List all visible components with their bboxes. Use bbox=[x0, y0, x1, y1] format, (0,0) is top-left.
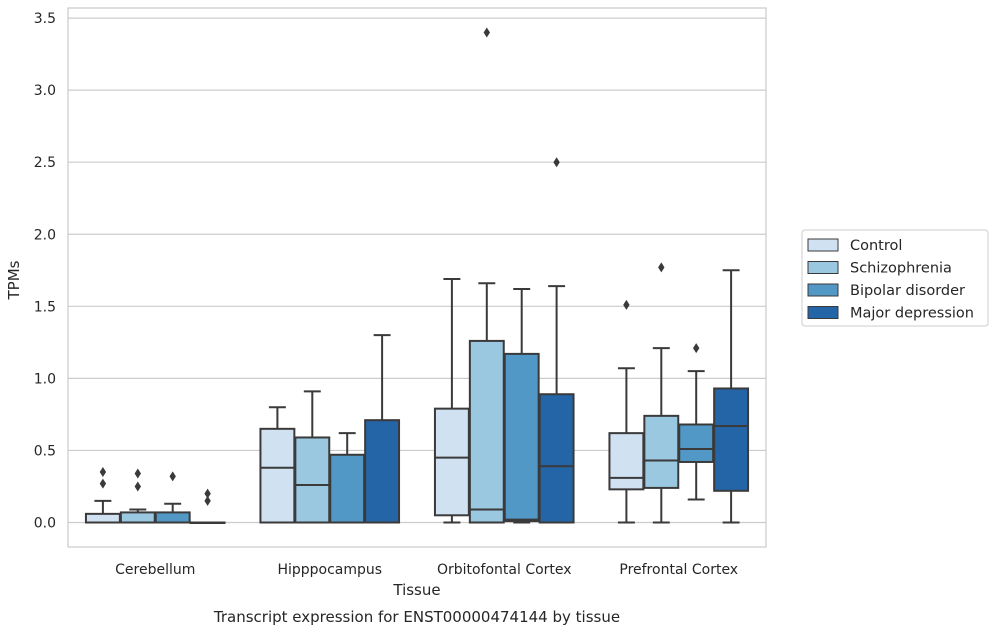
y-tick-label: 0.5 bbox=[34, 443, 56, 459]
box-control bbox=[259, 406, 296, 524]
legend-swatch bbox=[807, 238, 839, 252]
outlier-marker bbox=[134, 481, 141, 492]
box-iqr bbox=[713, 387, 750, 492]
box-bipolar-disorder bbox=[329, 432, 366, 524]
outlier-marker bbox=[99, 467, 107, 478]
outlier-marker bbox=[204, 495, 211, 506]
box-iqr bbox=[608, 432, 645, 491]
plot-frame bbox=[67, 7, 767, 548]
outlier-marker bbox=[169, 471, 176, 482]
y-tick-label: 3.5 bbox=[34, 11, 56, 27]
legend-label: Major depression bbox=[850, 306, 974, 322]
box-bipolar-disorder bbox=[678, 343, 715, 501]
box-iqr bbox=[119, 511, 156, 524]
box-schizophrenia bbox=[643, 262, 680, 524]
outlier-marker bbox=[134, 468, 141, 479]
outlier-marker bbox=[553, 157, 560, 168]
legend-frame bbox=[801, 229, 989, 327]
box-iqr bbox=[154, 511, 191, 524]
box-control bbox=[84, 467, 121, 524]
box-major-depression bbox=[364, 334, 401, 524]
outlier-marker bbox=[658, 262, 665, 273]
gridlines bbox=[68, 17, 766, 524]
box-bipolar-disorder bbox=[503, 288, 540, 524]
legend-label: Schizophrenia bbox=[850, 261, 952, 277]
y-tick-label: 1.5 bbox=[34, 299, 56, 315]
legend: Control Schizophrenia Bipolar disorder Majo… bbox=[801, 229, 989, 327]
box-schizophrenia bbox=[294, 390, 331, 524]
outlier-marker bbox=[693, 343, 700, 354]
legend-label: Control bbox=[850, 238, 902, 254]
box-control bbox=[608, 299, 645, 524]
y-axis-label: TPMs bbox=[5, 260, 23, 300]
box-iqr bbox=[468, 339, 505, 524]
box-iqr bbox=[433, 407, 470, 517]
box-iqr bbox=[259, 427, 296, 524]
x-tick-label: Orbitofontal Cortex bbox=[437, 562, 572, 578]
y-tick-label: 2.5 bbox=[34, 155, 56, 171]
y-tick-label: 1.0 bbox=[34, 371, 56, 387]
x-tick-label: Hipppocampus bbox=[277, 562, 382, 578]
outlier-marker bbox=[99, 478, 107, 489]
outlier-marker bbox=[483, 27, 490, 38]
box-iqr bbox=[503, 352, 540, 523]
box-iqr bbox=[364, 419, 401, 524]
x-tick-labels: Cerebellum Hipppocampus Orbitofontal Corte… bbox=[115, 562, 738, 578]
box-major-depression bbox=[713, 269, 750, 524]
y-tick-label: 3.0 bbox=[34, 83, 56, 99]
box-iqr bbox=[294, 436, 331, 524]
outlier-marker bbox=[623, 299, 630, 310]
x-tick-label: Cerebellum bbox=[115, 562, 195, 578]
box-schizophrenia bbox=[468, 27, 505, 524]
legend-swatch bbox=[807, 261, 839, 274]
box-bipolar-disorder bbox=[154, 471, 191, 524]
box-control bbox=[433, 277, 470, 524]
box-major-depression bbox=[538, 157, 575, 524]
legend-label: Bipolar disorder bbox=[850, 283, 965, 299]
box-iqr bbox=[538, 393, 575, 524]
box-iqr bbox=[329, 453, 366, 524]
y-tick-label: 2.0 bbox=[34, 227, 56, 243]
legend-swatch bbox=[807, 283, 839, 297]
box-iqr bbox=[84, 512, 121, 524]
outlier-marker bbox=[204, 488, 211, 499]
y-tick-label: 0.0 bbox=[34, 516, 56, 532]
x-tick-label: Prefrontal Cortex bbox=[619, 562, 738, 578]
x-axis-label: Tissue bbox=[392, 581, 440, 599]
box-groups bbox=[84, 27, 750, 524]
box-iqr bbox=[678, 423, 715, 463]
box-schizophrenia bbox=[119, 468, 156, 524]
chart-caption: Transcript expression for ENST0000047414… bbox=[213, 608, 620, 626]
box-major-depression bbox=[189, 488, 226, 524]
y-tick-labels: 0.0 0.5 1.0 1.5 2.0 2.5 3.0 3.5 bbox=[34, 11, 56, 531]
legend-swatch bbox=[807, 306, 839, 319]
box-iqr bbox=[643, 414, 680, 489]
